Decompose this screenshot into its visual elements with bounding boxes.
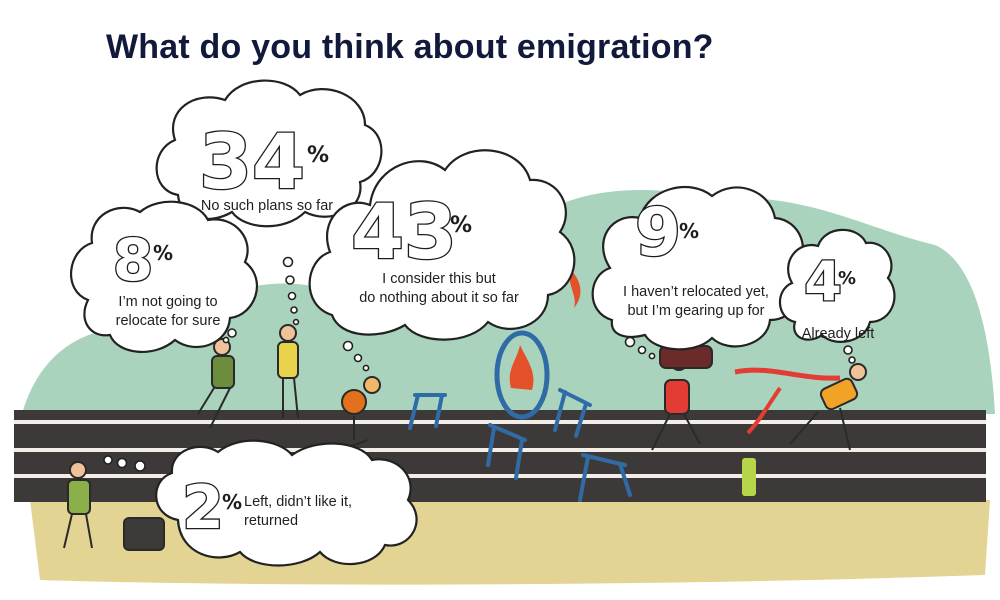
category-label: I haven’t relocated yet, but I’m gearing …	[623, 284, 769, 319]
label-line: No such plans so far	[201, 198, 333, 214]
percent-sign: %	[838, 268, 856, 289]
value-number: 8	[113, 226, 153, 294]
value-number: 34	[199, 117, 305, 206]
cloud-9	[591, 185, 805, 351]
percent-sign: %	[679, 219, 699, 243]
hurdles	[408, 388, 632, 502]
label-line: but I’m gearing up for	[627, 303, 764, 319]
value-number: 4	[804, 250, 842, 313]
category-label: I’m not going to relocate for sure	[116, 294, 221, 329]
value-label-4: 4 % Already left	[802, 249, 875, 342]
percent-sign: %	[222, 490, 242, 514]
value-label-43: 43 % I consider this but do nothing about…	[350, 186, 519, 306]
cloud-43	[308, 149, 576, 341]
value-label-2: 2 % Left, didn’t like it, returned	[181, 472, 352, 545]
value-label-34: 34 % No such plans so far	[198, 116, 333, 214]
value-number: 2	[182, 473, 224, 543]
value-label-9: 9 % I haven’t relocated yet, but I’m gear…	[623, 193, 769, 319]
figures	[63, 324, 867, 551]
label-line: relocate for sure	[116, 313, 221, 329]
finish-tape	[746, 386, 782, 435]
thought-trails	[103, 256, 856, 472]
percent-sign: %	[307, 143, 329, 168]
finish-tape	[734, 367, 841, 381]
category-label: Already left	[802, 326, 875, 342]
percent-sign: %	[450, 213, 472, 238]
label-line: I haven’t relocated yet,	[623, 284, 769, 300]
label-line: Left, didn’t like it,	[244, 494, 352, 510]
track-marker	[742, 458, 756, 496]
category-label: I consider this but do nothing about it s…	[359, 271, 519, 306]
label-line: I consider this but	[382, 271, 496, 287]
value-label-8: 8 % I’m not going to relocate for sure	[112, 225, 221, 329]
cloud-8	[70, 200, 258, 353]
percent-sign: %	[153, 241, 173, 265]
category-label: Left, didn’t like it, returned	[244, 494, 352, 529]
label-line: Already left	[802, 326, 875, 342]
value-number: 9	[635, 194, 681, 271]
cloud-2	[155, 439, 418, 567]
label-line: returned	[244, 513, 298, 529]
cloud-34	[155, 79, 383, 228]
chart-title: What do you think about emigration?	[106, 28, 714, 66]
value-number: 43	[351, 187, 457, 276]
label-line: do nothing about it so far	[359, 290, 519, 306]
cloud-4	[778, 228, 896, 343]
label-line: I’m not going to	[118, 294, 217, 310]
category-label: No such plans so far	[201, 198, 333, 214]
